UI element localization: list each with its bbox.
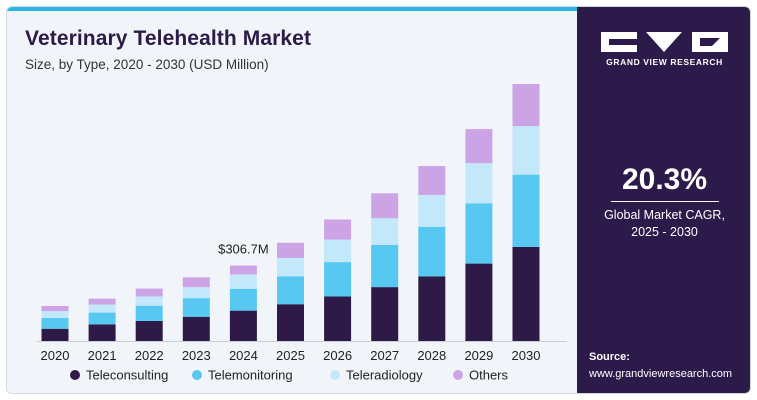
- legend-label-others: Others: [469, 368, 509, 383]
- bar-teleconsulting-2027: [371, 287, 399, 341]
- bar-teleconsulting-2020: [41, 328, 69, 341]
- legend-swatch-teleconsulting: [70, 370, 80, 380]
- bar-telemonitoring-2025: [277, 276, 304, 305]
- bar-telemonitoring-2023: [182, 298, 210, 317]
- bar-others-2024: [229, 265, 257, 275]
- bar-telemonitoring-2028: [418, 226, 446, 277]
- legend-label-telemonitoring: Telemonitoring: [208, 368, 293, 383]
- bar-telemonitoring-2026: [324, 262, 352, 297]
- bar-others-2028: [418, 166, 446, 195]
- bar-teleradiology-2023: [182, 287, 210, 299]
- bar-telemonitoring-2022: [135, 305, 163, 321]
- bar-others-2023: [182, 277, 210, 288]
- info-sidebar: GRAND VIEW RESEARCH 20.3% Global Market …: [577, 7, 750, 393]
- legend-label-teleradiology: Teleradiology: [346, 368, 423, 383]
- bar-teleradiology-2024: [229, 274, 257, 289]
- legend-label-teleconsulting: Teleconsulting: [86, 368, 168, 383]
- cagr-value: 20.3%: [621, 163, 708, 196]
- legend-swatch-others: [453, 370, 463, 380]
- bar-others-2026: [324, 219, 352, 240]
- legend-swatch-telemonitoring: [192, 370, 202, 380]
- x-tick-label: 2026: [323, 348, 352, 363]
- bar-telemonitoring-2027: [371, 244, 399, 288]
- bar-teleconsulting-2024: [229, 310, 257, 341]
- bar-teleradiology-2026: [324, 239, 352, 263]
- bar-teleradiology-2021: [88, 304, 116, 313]
- x-tick-label: 2022: [135, 348, 164, 363]
- x-tick-label: 2025: [276, 348, 305, 363]
- bar-telemonitoring-2024: [229, 288, 257, 311]
- source-label: Source:: [589, 351, 630, 363]
- bar-teleradiology-2020: [41, 311, 69, 318]
- x-tick-label: 2027: [370, 348, 399, 363]
- bar-teleconsulting-2021: [88, 324, 116, 341]
- source-link[interactable]: www.grandviewresearch.com: [589, 368, 733, 380]
- bar-teleconsulting-2022: [135, 320, 163, 341]
- bar-others-2025: [277, 242, 304, 258]
- chart-title: Veterinary Telehealth Market: [25, 27, 312, 50]
- x-tick-label: 2028: [417, 348, 446, 363]
- bar-telemonitoring-2021: [88, 312, 116, 325]
- divider: [611, 201, 719, 202]
- bar-teleconsulting-2028: [418, 276, 446, 341]
- x-tick-label: 2024: [229, 348, 258, 363]
- bar-teleconsulting-2029: [465, 263, 493, 341]
- cagr-label-line-1: Global Market CAGR,: [604, 208, 725, 222]
- x-tick-label: 2020: [41, 348, 70, 363]
- bar-others-2020: [41, 305, 69, 312]
- brand-name: GRAND VIEW RESEARCH: [606, 57, 723, 67]
- bar-others-2021: [88, 298, 116, 305]
- bar-teleradiology-2029: [465, 163, 493, 204]
- bar-others-2022: [135, 288, 163, 297]
- bar-telemonitoring-2020: [41, 317, 69, 329]
- bar-teleconsulting-2025: [277, 304, 304, 341]
- bar-teleradiology-2025: [277, 257, 304, 277]
- chart-card: Veterinary Telehealth Market Size, by Ty…: [6, 6, 751, 394]
- bar-teleconsulting-2023: [182, 316, 210, 341]
- bar-teleradiology-2030: [512, 126, 540, 175]
- legend-swatch-teleradiology: [330, 370, 340, 380]
- bar-telemonitoring-2029: [465, 203, 493, 264]
- chart-panel: Veterinary Telehealth Market Size, by Ty…: [7, 7, 577, 393]
- bar-telemonitoring-2030: [512, 174, 540, 247]
- bar-teleconsulting-2030: [512, 246, 540, 341]
- bar-teleradiology-2022: [135, 296, 163, 306]
- x-tick-label: 2021: [88, 348, 117, 363]
- bar-teleradiology-2027: [371, 218, 399, 245]
- bar-teleconsulting-2026: [324, 296, 352, 341]
- chart-subtitle: Size, by Type, 2020 - 2030 (USD Million): [25, 57, 269, 72]
- bar-teleradiology-2028: [418, 194, 446, 227]
- cagr-label-line-2: 2025 - 2030: [631, 225, 698, 239]
- x-tick-label: 2023: [182, 348, 211, 363]
- x-tick-label: 2029: [464, 348, 493, 363]
- x-tick-label: 2030: [512, 348, 541, 363]
- data-label: $306.7M: [218, 242, 269, 257]
- bar-others-2029: [465, 129, 493, 164]
- cagr-label: Global Market CAGR, 2025 - 2030: [577, 207, 750, 241]
- stacked-bar-chart: 2020 2021 2022 2023 2024 $306.7M 2025 2026 2027 2…: [37, 83, 567, 383]
- grand-view-research-logo: [601, 32, 728, 52]
- bar-others-2027: [371, 193, 399, 219]
- bar-others-2030: [512, 83, 540, 127]
